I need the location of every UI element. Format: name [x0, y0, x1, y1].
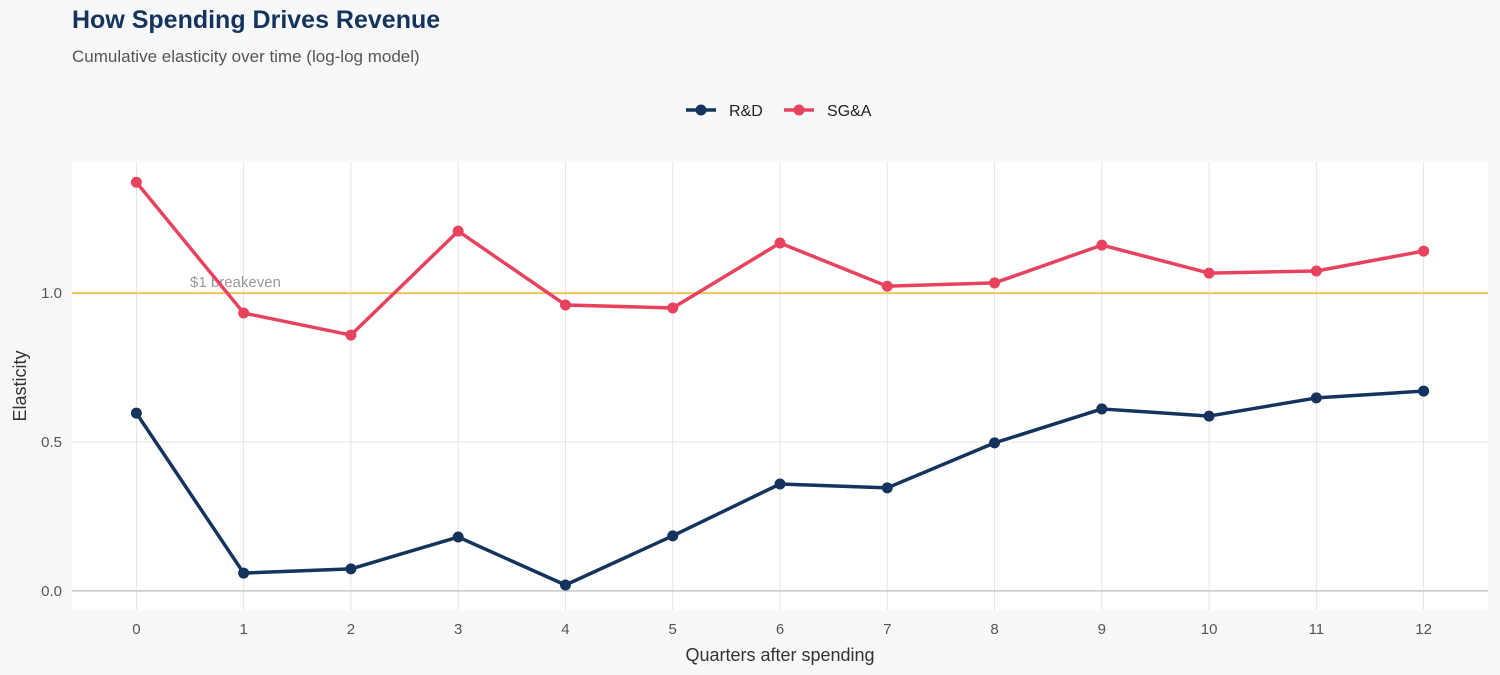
data-point — [452, 531, 464, 543]
data-point — [667, 302, 679, 314]
legend-label: SG&A — [827, 103, 872, 120]
data-point — [238, 307, 250, 319]
x-tick-label: 9 — [1098, 621, 1106, 638]
legend: R&D SG&A — [686, 103, 872, 120]
y-axis-label: Elasticity — [10, 350, 30, 421]
data-point — [1310, 392, 1322, 404]
data-point — [881, 280, 893, 292]
breakeven-annotation: $1 breakeven — [190, 274, 281, 291]
data-point — [1203, 267, 1215, 279]
x-tick-label: 4 — [561, 621, 569, 638]
data-point — [238, 567, 250, 579]
data-point — [1203, 410, 1215, 422]
data-point — [1418, 245, 1430, 257]
data-point — [774, 478, 786, 490]
y-tick-label: 0.0 — [41, 583, 62, 600]
data-point — [1096, 239, 1108, 251]
x-tick-label: 2 — [347, 621, 355, 638]
x-tick-label: 0 — [132, 621, 140, 638]
data-point — [989, 437, 1001, 449]
x-tick-label: 8 — [990, 621, 998, 638]
data-point — [345, 563, 357, 575]
y-tick-label: 0.5 — [41, 434, 62, 451]
x-tick-label: 3 — [454, 621, 462, 638]
y-tick-label: 1.0 — [41, 285, 62, 302]
x-tick-label: 6 — [776, 621, 784, 638]
legend-label: R&D — [729, 103, 763, 120]
data-point — [667, 530, 679, 542]
data-point — [559, 299, 571, 311]
data-point — [130, 407, 142, 419]
chart-subtitle: Cumulative elasticity over time (log-log… — [72, 47, 420, 66]
x-tick-label: 10 — [1201, 621, 1218, 638]
data-point — [1418, 385, 1430, 397]
x-tick-label: 12 — [1415, 621, 1432, 638]
data-point — [881, 482, 893, 494]
data-point — [345, 329, 357, 341]
data-point — [559, 579, 571, 591]
x-tick-label: 7 — [883, 621, 891, 638]
data-point — [130, 176, 142, 188]
data-point — [1310, 265, 1322, 277]
chart-title: How Spending Drives Revenue — [72, 6, 441, 34]
x-tick-label: 5 — [669, 621, 677, 638]
x-tick-label: 1 — [239, 621, 247, 638]
data-point — [452, 225, 464, 237]
legend-key-point — [793, 104, 805, 116]
data-point — [774, 237, 786, 249]
legend-key-point — [695, 104, 707, 116]
data-point — [1096, 403, 1108, 415]
x-tick-label: 11 — [1309, 621, 1325, 638]
x-axis-label: Quarters after spending — [685, 645, 874, 665]
data-point — [989, 277, 1001, 289]
